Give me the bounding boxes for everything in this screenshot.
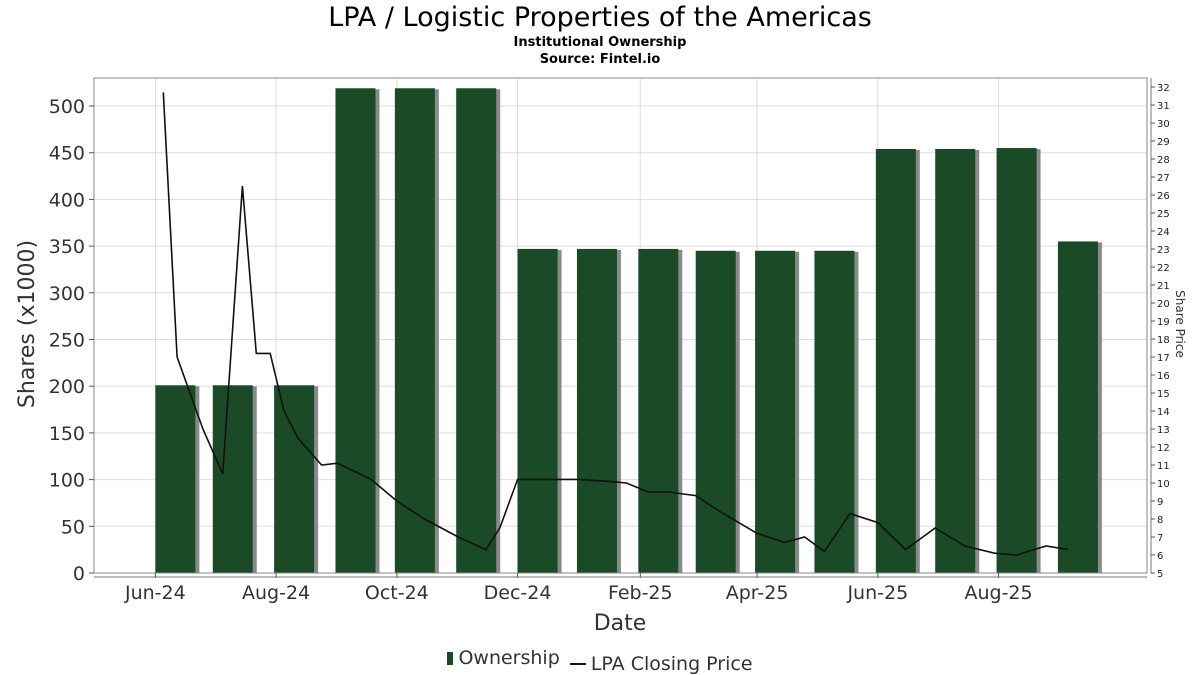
bars xyxy=(155,88,1102,573)
y-tick-label: 0 xyxy=(73,563,85,585)
y-tick-label: 50 xyxy=(61,516,85,538)
y2-tick-label: 14 xyxy=(1157,407,1170,418)
y2-tick-label: 27 xyxy=(1157,173,1170,184)
ownership-bar xyxy=(456,88,497,573)
ownership-bar xyxy=(755,250,796,573)
ownership-bar xyxy=(814,250,855,573)
y2-tick-label: 15 xyxy=(1157,389,1170,400)
legend-bar-swatch xyxy=(447,651,454,665)
chart-source: Source: Fintel.io xyxy=(539,52,661,67)
y2-tick-label: 8 xyxy=(1157,515,1163,526)
x-tick-label: Aug-25 xyxy=(964,582,1032,604)
ownership-bar xyxy=(394,88,435,573)
ownership-bar xyxy=(996,148,1037,573)
ownership-bar xyxy=(935,148,976,573)
y2-axis-label: Share Price xyxy=(1173,290,1187,358)
axes: 0 50 100 150 200 250 300 350 400 450 500 Jun-24 Aug-… xyxy=(49,78,1170,604)
x-tick-label: Oct-24 xyxy=(365,582,429,604)
y2-tick-label: 31 xyxy=(1157,101,1170,112)
y2-tick-label: 9 xyxy=(1157,497,1163,508)
y-tick-label: 300 xyxy=(49,283,85,305)
y2-tick-label: 16 xyxy=(1157,371,1170,382)
ownership-bar xyxy=(875,148,916,573)
y-tick-label: 500 xyxy=(49,96,85,118)
y2-tick-label: 25 xyxy=(1157,209,1170,220)
x-tick-label: Aug-24 xyxy=(242,582,310,604)
y2-tick-label: 5 xyxy=(1157,569,1163,580)
y2-tick-label: 24 xyxy=(1157,227,1170,238)
chart-title: LPA / Logistic Properties of the America… xyxy=(328,2,872,33)
ownership-bar xyxy=(638,248,679,573)
y-tick-label: 400 xyxy=(49,189,85,211)
y2-tick-label: 18 xyxy=(1157,335,1170,346)
price-line-layer xyxy=(162,92,1068,556)
y-tick-label: 200 xyxy=(49,376,85,398)
y2-tick-label: 11 xyxy=(1157,461,1170,472)
ownership-bar xyxy=(517,248,558,573)
y2-tick-label: 12 xyxy=(1157,443,1170,454)
x-tick-label: Jun-24 xyxy=(124,582,186,604)
legend-item-price[interactable]: LPA Closing Price xyxy=(569,652,753,675)
y2-tick-label: 19 xyxy=(1157,317,1170,328)
y-tick-label: 100 xyxy=(49,470,85,492)
ownership-bar xyxy=(695,250,736,573)
x-tick-label: Apr-25 xyxy=(726,582,789,604)
y-axis-label: Shares (x1000) xyxy=(15,240,40,408)
y2-tick-label: 20 xyxy=(1157,299,1170,310)
x-tick-label: Jun-25 xyxy=(846,582,908,604)
y-tick-label: 450 xyxy=(49,143,85,165)
legend-label-price: LPA Closing Price xyxy=(590,652,753,675)
x-axis-label: Date xyxy=(594,611,647,636)
x-tick-label: Feb-25 xyxy=(608,582,673,604)
ownership-bar xyxy=(212,385,253,573)
y2-tick-label: 26 xyxy=(1157,191,1170,202)
x-tick-label: Dec-24 xyxy=(484,582,552,604)
y2-tick-label: 13 xyxy=(1157,425,1170,436)
y2-tick-label: 22 xyxy=(1157,263,1170,274)
y2-tick-label: 28 xyxy=(1157,155,1170,166)
legend-item-ownership[interactable]: Ownership xyxy=(447,647,560,669)
y-tick-label: 250 xyxy=(49,330,85,352)
legend-line-swatch xyxy=(569,662,586,665)
price-line xyxy=(162,92,1068,556)
y2-tick-label: 23 xyxy=(1157,245,1170,256)
chart-subtitle: Institutional Ownership xyxy=(513,35,687,50)
ownership-bar xyxy=(576,248,617,573)
y2-tick-label: 21 xyxy=(1157,281,1170,292)
legend: Ownership LPA Closing Price xyxy=(0,647,1200,675)
ownership-bar xyxy=(274,385,315,573)
y2-tick-label: 6 xyxy=(1157,551,1163,562)
y2-tick-label: 17 xyxy=(1157,353,1170,364)
y2-tick-label: 32 xyxy=(1157,83,1170,94)
legend-label-ownership: Ownership xyxy=(458,647,560,669)
y2-tick-label: 29 xyxy=(1157,137,1170,148)
y-tick-label: 150 xyxy=(49,423,85,445)
y2-tick-label: 7 xyxy=(1157,533,1163,544)
ownership-bar xyxy=(1057,241,1098,573)
ownership-bar xyxy=(155,385,196,573)
y-tick-label: 350 xyxy=(49,236,85,258)
plot-frame xyxy=(93,77,1148,574)
y2-tick-label: 10 xyxy=(1157,479,1170,490)
ownership-bar xyxy=(335,88,376,573)
y2-tick-label: 30 xyxy=(1157,119,1170,130)
